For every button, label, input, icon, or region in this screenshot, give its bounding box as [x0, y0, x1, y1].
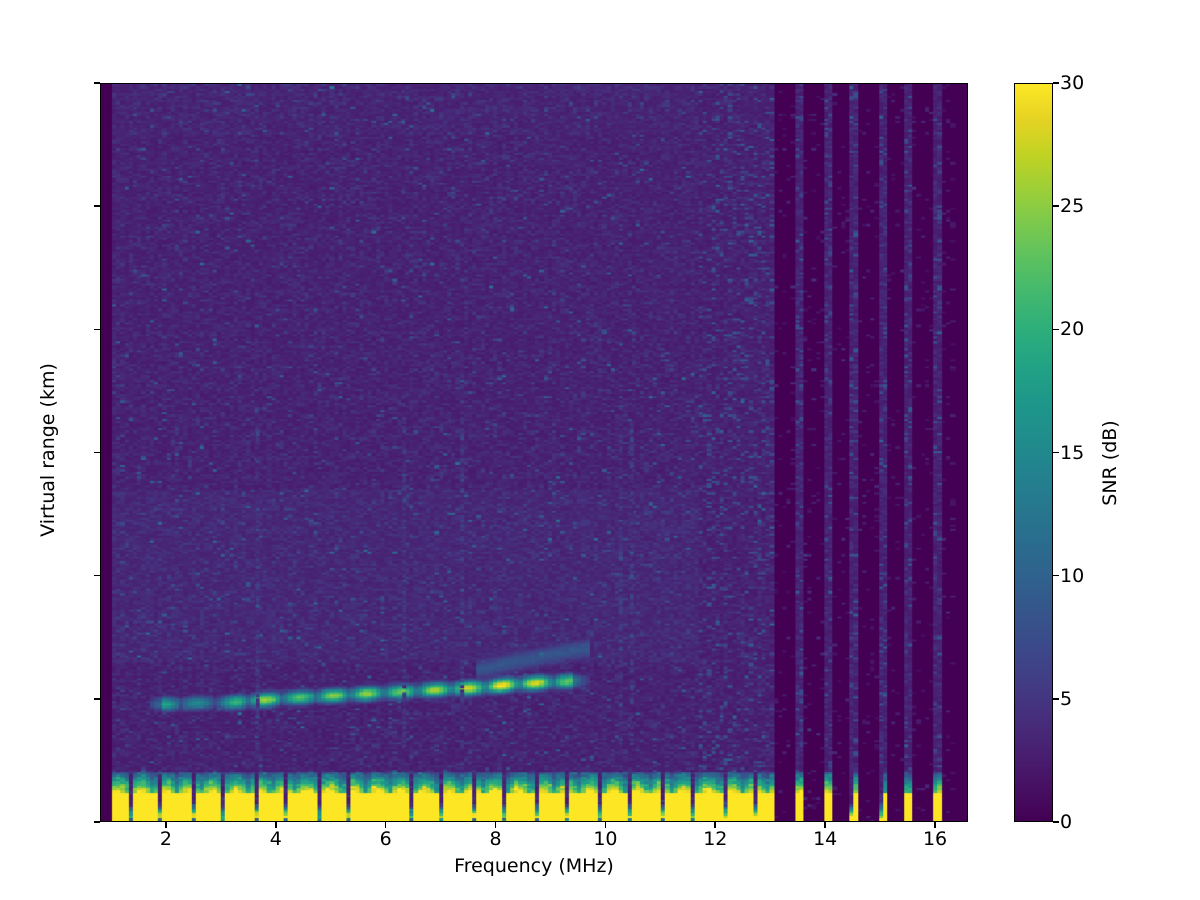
y-axis-tick-mark — [94, 821, 100, 823]
x-axis-tick-mark — [934, 822, 936, 828]
y-axis-tick-mark — [94, 82, 100, 84]
x-axis-tick-mark — [824, 822, 826, 828]
colorbar-tick-mark — [1053, 821, 1059, 823]
ionogram-heatmap — [101, 84, 967, 821]
x-axis-label: Frequency (MHz) — [454, 855, 614, 877]
colorbar-tick-mark — [1053, 451, 1059, 454]
colorbar-tick-mark — [1053, 82, 1059, 84]
y-axis-tick-mark — [94, 698, 100, 700]
y-axis-label: Virtual range (km) — [37, 363, 59, 537]
x-axis-tick-label: 8 — [489, 828, 502, 850]
colorbar-gradient — [1015, 84, 1052, 821]
y-axis-tick-mark — [94, 205, 100, 207]
x-axis-tick-mark — [165, 822, 167, 828]
colorbar-tick-label: 30 — [1060, 72, 1085, 94]
colorbar-tick-mark — [1053, 205, 1059, 207]
colorbar-tick-label: 10 — [1060, 564, 1085, 587]
x-axis-tick-mark — [274, 822, 277, 828]
x-axis-tick-label: 6 — [379, 828, 392, 850]
y-axis-tick-mark — [94, 451, 100, 454]
colorbar-tick-mark — [1053, 328, 1059, 331]
colorbar-tick-label: 25 — [1060, 195, 1085, 218]
x-axis-tick-mark — [604, 822, 607, 828]
colorbar-tick-label: 0 — [1060, 811, 1073, 833]
x-axis-tick-label: 16 — [922, 828, 948, 850]
x-axis-tick-label: 14 — [813, 828, 838, 850]
y-axis-tick-mark — [94, 328, 100, 331]
x-axis-tick-label: 12 — [703, 828, 728, 850]
plot-axes — [100, 83, 968, 822]
x-axis-tick-mark — [714, 822, 717, 828]
x-axis-tick-mark — [494, 822, 497, 828]
x-axis-tick-label: 2 — [159, 828, 172, 850]
colorbar-tick-label: 5 — [1060, 687, 1073, 710]
colorbar-label: SNR (dB) — [1099, 420, 1121, 506]
colorbar-tick-mark — [1053, 698, 1059, 700]
x-axis-tick-label: 10 — [593, 828, 618, 850]
colorbar-tick-mark — [1053, 574, 1059, 577]
colorbar-tick-label: 20 — [1060, 318, 1085, 341]
colorbar — [1014, 83, 1053, 822]
x-axis-tick-label: 4 — [269, 828, 282, 850]
colorbar-tick-label: 15 — [1060, 441, 1085, 464]
y-axis-tick-mark — [94, 574, 100, 577]
x-axis-tick-mark — [384, 822, 387, 828]
